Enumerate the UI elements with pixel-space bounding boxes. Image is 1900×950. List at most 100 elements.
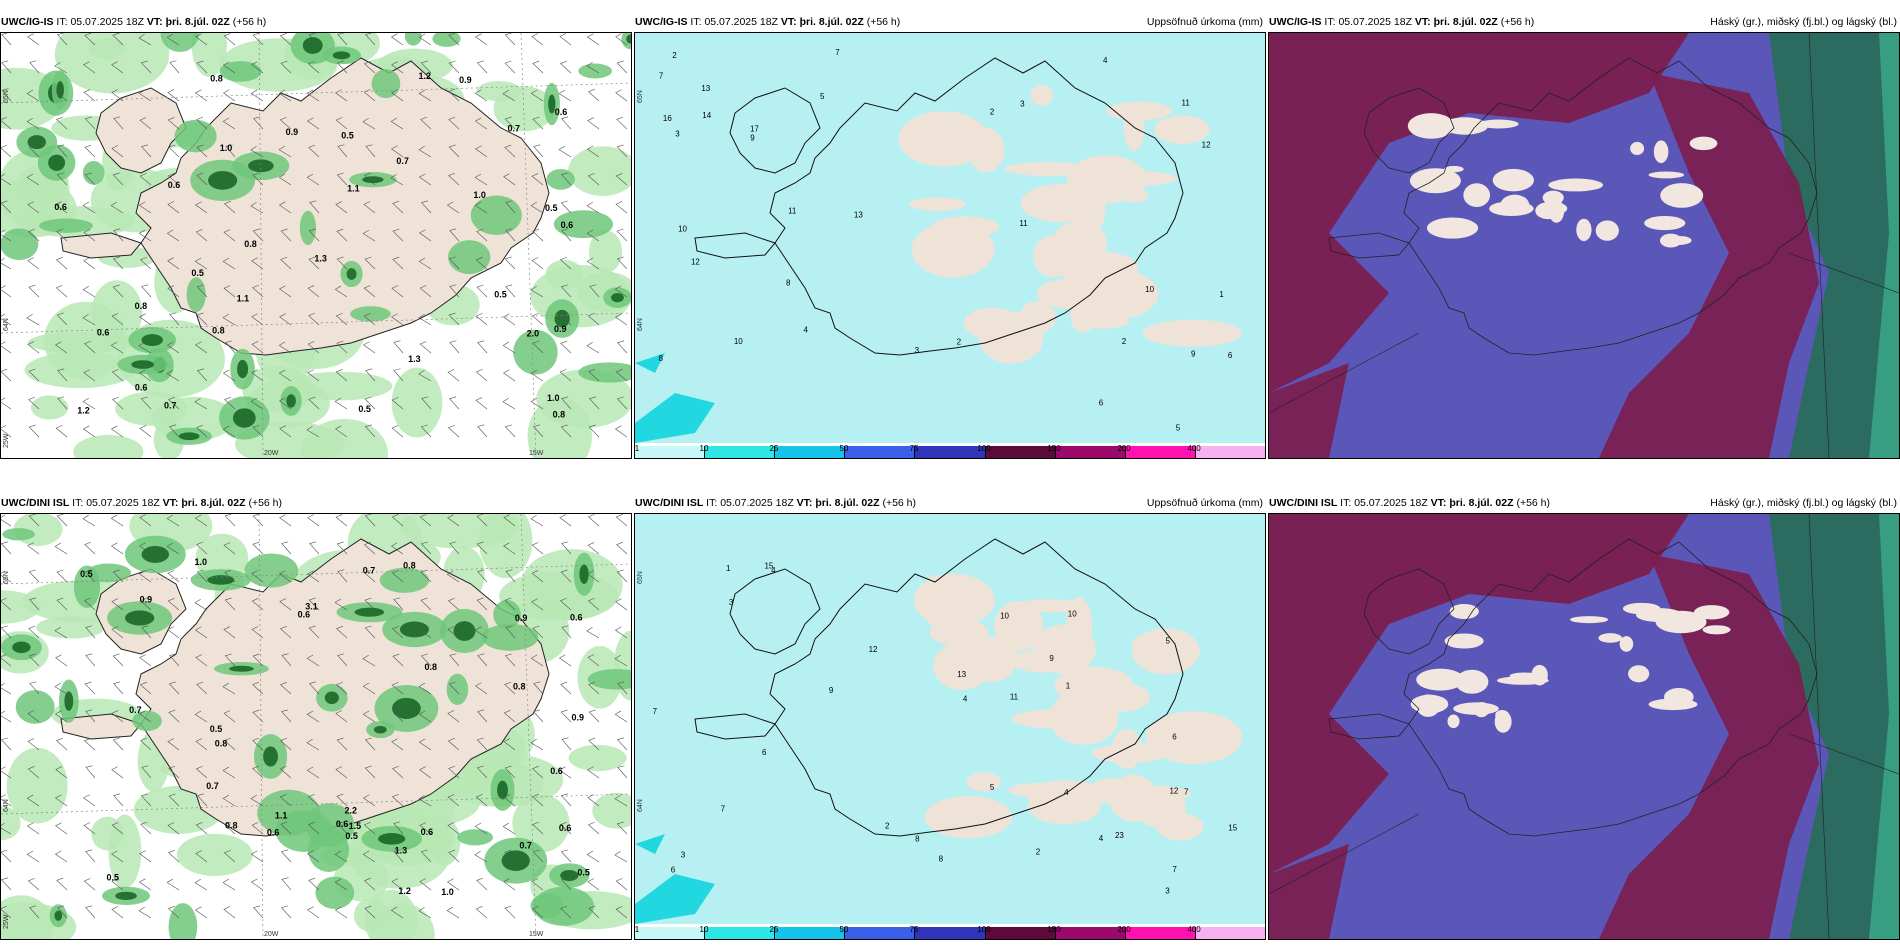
axis-label: 64N <box>637 318 644 331</box>
precip-value: 17 <box>750 124 759 133</box>
colorbar-cell <box>845 446 916 458</box>
precip-value: 0.6 <box>570 613 583 623</box>
precip-value: 16 <box>663 114 672 123</box>
precip-value: 1.3 <box>314 253 327 263</box>
init-time-label: IT: <box>56 16 68 28</box>
precip-value: 6 <box>1099 398 1104 407</box>
colorbar-tick: 150 <box>1047 444 1061 453</box>
precip-value: 0.6 <box>559 823 572 833</box>
westfjords-coastline <box>729 568 821 655</box>
low-cloud-layer <box>1769 514 1899 939</box>
precip-value: 9 <box>1049 654 1054 663</box>
map-panel-wind: UWC/DINI ISL IT: 05.07.2025 18Z VT: þri.… <box>0 493 632 940</box>
precip-value: 2.0 <box>527 329 540 339</box>
precip-value: 12 <box>691 258 700 267</box>
precip-value: 0.7 <box>206 781 219 791</box>
precip-value: 1 <box>1066 681 1071 690</box>
precip-value: 9 <box>829 686 834 695</box>
colorbar-cell <box>635 927 706 939</box>
precip-value: 0.6 <box>298 610 311 620</box>
map-canvas <box>1269 33 1899 458</box>
precip-value: 0.7 <box>129 705 142 715</box>
precip-value: 15 <box>764 561 773 570</box>
precip-value: 3 <box>675 129 680 138</box>
precip-value: 0.9 <box>515 613 528 623</box>
valid-time-label: VT: <box>162 497 179 509</box>
panel-title: UWC/IG-IS IT: 05.07.2025 18Z VT: þri. 8.… <box>1269 12 1534 32</box>
precip-value: 7 <box>835 48 840 57</box>
model-name: UWC/IG-IS <box>1269 16 1322 28</box>
precip-value: 3 <box>681 851 686 860</box>
colorbar-cell <box>635 446 706 458</box>
precip-value: 0.6 <box>421 827 434 837</box>
precip-value: 1 <box>1219 290 1224 299</box>
field-title: Uppsöfnuð úrkoma (mm) <box>1146 497 1263 509</box>
precip-value: 1 <box>726 564 731 573</box>
axis-label: 64N <box>3 318 10 331</box>
precip-value: 6 <box>762 748 767 757</box>
precip-value: 0.5 <box>80 569 93 579</box>
colorbar-cell <box>705 927 776 939</box>
precip-value: 0.6 <box>97 328 110 338</box>
panel-title: UWC/DINI ISL IT: 05.07.2025 18Z VT: þri.… <box>1 493 282 513</box>
precip-value: 5 <box>820 92 825 101</box>
dry-land-patches <box>898 84 1242 364</box>
precip-value: 2.2 <box>344 806 357 816</box>
axis-label: 65N <box>637 90 644 103</box>
colorbar-cell <box>1055 446 1126 458</box>
axis-label: 15W <box>529 450 544 457</box>
precip-value: 0.5 <box>494 290 507 300</box>
peninsula-coastline <box>1328 713 1410 740</box>
lead-time: (+56 h) <box>1500 16 1535 28</box>
precip-value: 0.6 <box>336 819 349 829</box>
colorbar <box>635 446 1265 458</box>
map-area: 65N 64N 25W 20W 15W 1.0 0.5 0.7 0.6 0.8 0.9 1.1 1.2 2… <box>0 32 632 459</box>
map-boundary-lines <box>1269 33 1899 458</box>
axis-label: 15W <box>529 931 544 938</box>
map-area: 65N 64N 13 10 11 8 3 2 4 6 7 17 3 2 12 13 10 5 7 6 9 4 5 3 1 2 11 1… <box>634 32 1266 459</box>
lead-time: (+56 h) <box>866 16 901 28</box>
precip-value: 1.0 <box>220 143 233 153</box>
precip-value: 1.1 <box>275 810 288 820</box>
init-time: 05.07.2025 18Z <box>1354 497 1428 509</box>
precip-value: 3 <box>1165 886 1170 895</box>
model-name: UWC/DINI ISL <box>635 497 704 509</box>
precip-value: 7 <box>653 707 658 716</box>
precip-value: 0.5 <box>345 831 358 841</box>
precip-value: 0.6 <box>267 828 280 838</box>
precip-value: 8 <box>658 354 663 363</box>
high-cloud-layer <box>1269 514 1689 874</box>
precip-value: 0.7 <box>363 565 376 575</box>
panel-header: UWC/IG-IS IT: 05.07.2025 18Z VT: þri. 8.… <box>634 12 1266 32</box>
heavy-precip-area <box>635 874 715 924</box>
map-canvas: 65N64N1310118324671732121310576945312111… <box>635 33 1265 458</box>
precip-cores <box>1 33 631 445</box>
precip-value: 3 <box>915 346 920 355</box>
valid-time: þri. 8.júl. 02Z <box>1433 16 1498 28</box>
map-panel-cloud: UWC/IG-IS IT: 05.07.2025 18Z VT: þri. 8.… <box>1268 12 1900 459</box>
precip-value: 0.5 <box>577 868 590 878</box>
precip-value: 0.7 <box>507 123 520 133</box>
precip-value: 0.8 <box>215 739 228 749</box>
precip-value: 0.5 <box>341 130 354 140</box>
precip-value: 10 <box>734 337 743 346</box>
precip-value: 0.8 <box>403 561 416 571</box>
precip-value: 4 <box>771 566 776 575</box>
precip-value: 1.5 <box>349 821 362 831</box>
map-panel-wind: UWC/IG-IS IT: 05.07.2025 18Z VT: þri. 8.… <box>0 12 632 459</box>
precip-value: 1.1 <box>347 184 360 194</box>
colorbar-cell <box>845 927 916 939</box>
map-canvas: 65N 64N 25W 20W 15W 1.0 0.5 0.7 0.6 0.8 0.9 1.1 1.2 2… <box>1 33 631 458</box>
lead-time: (+56 h) <box>248 497 283 509</box>
colorbar-tick: 400 <box>1187 444 1201 453</box>
precip-value: 7 <box>1184 788 1189 797</box>
precip-value: 0.9 <box>554 324 567 334</box>
colorbar-cell <box>915 927 986 939</box>
precip-value: 6 <box>671 866 676 875</box>
init-time: 05.07.2025 18Z <box>86 497 160 509</box>
colorbar-cell <box>1055 927 1126 939</box>
model-name: UWC/IG-IS <box>1 16 54 28</box>
peninsula-coastline <box>694 232 776 259</box>
